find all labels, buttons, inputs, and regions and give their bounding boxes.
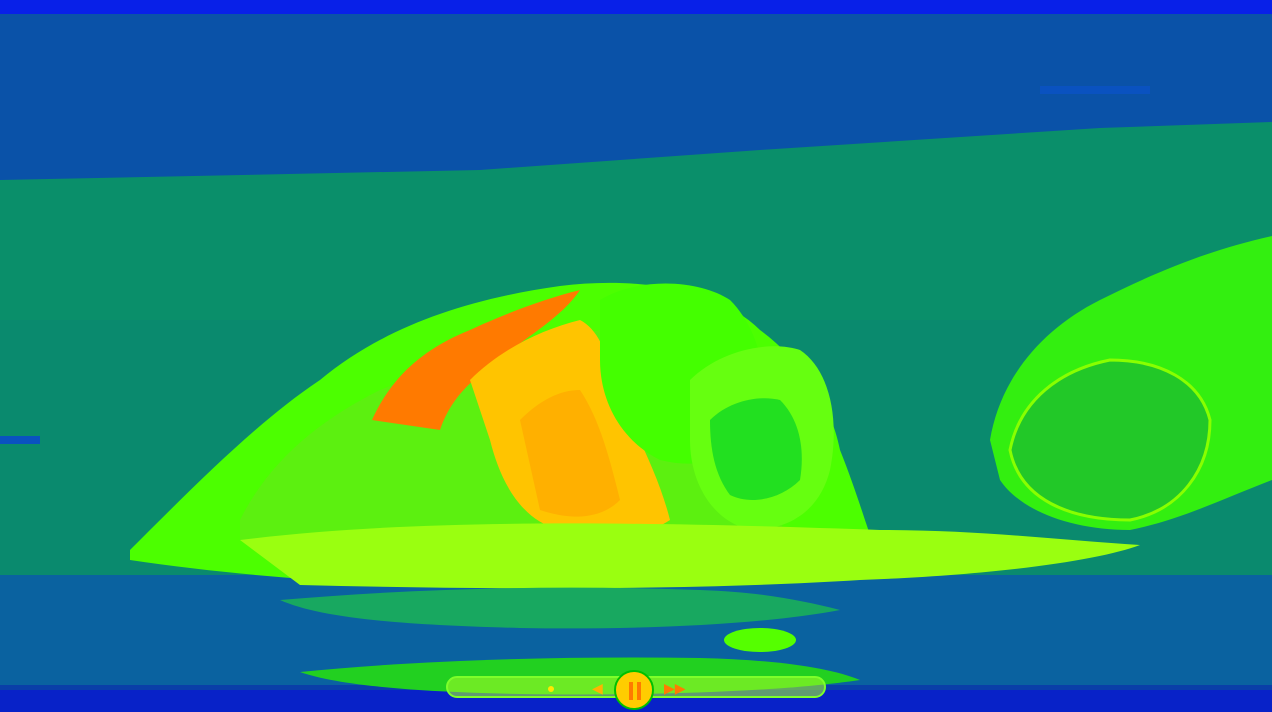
glow-band-lower <box>280 587 840 629</box>
pause-icon <box>628 682 642 700</box>
streak <box>1040 86 1150 94</box>
mound-right-ring <box>1008 358 1212 522</box>
sky-band-top <box>0 0 1272 14</box>
glow-band <box>240 523 1140 589</box>
progress-dot[interactable] <box>548 686 554 692</box>
highlight-blob <box>724 628 796 652</box>
play-pause-button[interactable] <box>614 670 654 710</box>
mound-center-right-inner <box>710 398 802 500</box>
hot-region-orange <box>372 290 580 430</box>
sky-band-mid <box>0 122 1272 320</box>
hot-region-yellow-2 <box>520 390 620 517</box>
streak <box>0 436 40 444</box>
fast-forward-icon[interactable]: ▶▶ <box>664 681 686 697</box>
rewind-icon[interactable]: ◀ <box>592 681 603 697</box>
